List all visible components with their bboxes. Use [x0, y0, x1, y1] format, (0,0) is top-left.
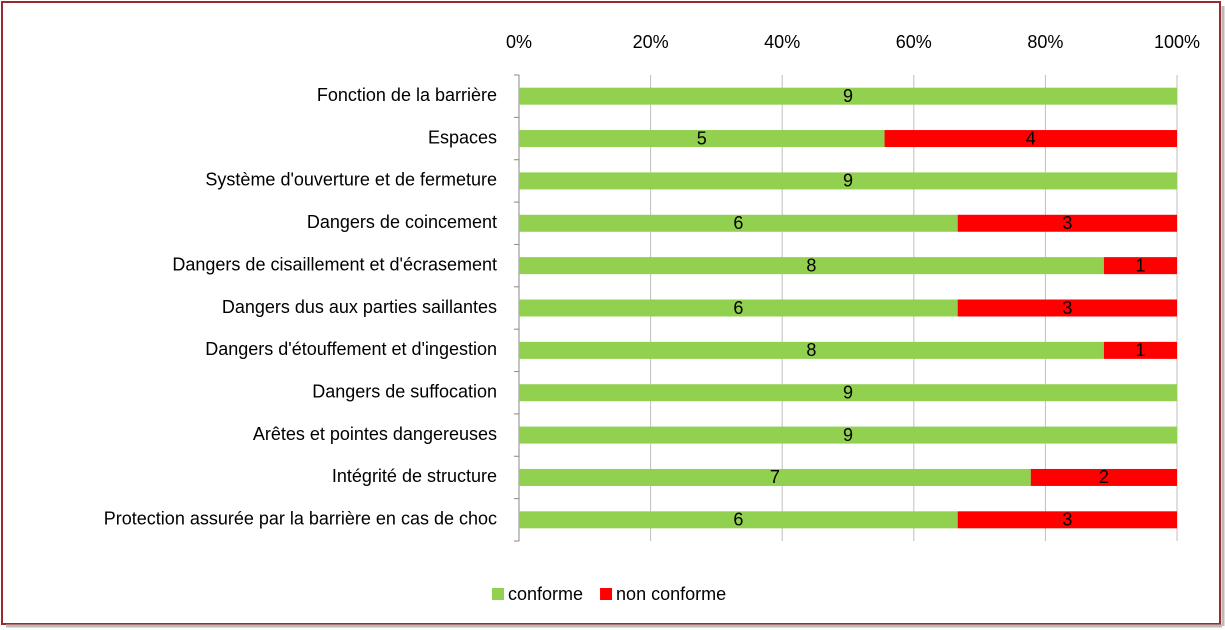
data-label: 2: [1099, 467, 1109, 487]
bar-segment: [1103, 341, 1177, 359]
bar-segment: [519, 341, 1104, 359]
data-label: 3: [1062, 298, 1072, 318]
bar-segment: [884, 130, 1177, 148]
x-tick-label: 20%: [633, 32, 669, 52]
legend-label: conforme: [508, 584, 583, 604]
bar-segment: [519, 130, 885, 148]
y-tick-label: Système d'ouverture et de fermeture: [205, 170, 497, 190]
data-label: 9: [843, 86, 853, 106]
data-label: 8: [806, 255, 816, 275]
data-label: 3: [1062, 213, 1072, 233]
bar-segment: [519, 426, 1177, 444]
y-tick-label: Dangers de suffocation: [312, 381, 497, 401]
data-label: 9: [843, 171, 853, 191]
x-tick-label: 40%: [764, 32, 800, 52]
x-tick-label: 60%: [896, 32, 932, 52]
data-label: 1: [1135, 340, 1145, 360]
bar-segment: [1103, 257, 1177, 275]
y-tick-label: Dangers d'étouffement et d'ingestion: [205, 339, 497, 359]
x-tick-label: 80%: [1027, 32, 1063, 52]
data-label: 7: [770, 467, 780, 487]
data-label: 6: [733, 298, 743, 318]
data-label: 4: [1026, 128, 1036, 148]
bar-segment: [519, 87, 1177, 105]
y-tick-label: Dangers de cisaillement et d'écrasement: [172, 254, 497, 274]
legend-label: non conforme: [616, 584, 726, 604]
bar-segment: [1030, 468, 1177, 486]
data-label: 8: [806, 340, 816, 360]
bar-segment: [957, 214, 1177, 232]
data-label: 1: [1135, 255, 1145, 275]
y-tick-label: Arêtes et pointes dangereuses: [253, 424, 497, 444]
legend-swatch: [600, 588, 613, 600]
data-label: 9: [843, 425, 853, 445]
bar-segment: [519, 511, 958, 529]
legend-swatch: [492, 588, 504, 600]
x-tick-label: 100%: [1154, 32, 1200, 52]
y-tick-label: Espaces: [428, 127, 497, 147]
y-tick-label: Fonction de la barrière: [317, 85, 497, 105]
y-tick-label: Protection assurée par la barrière en ca…: [104, 509, 497, 529]
y-tick-label: Intégrité de structure: [332, 466, 497, 486]
y-tick-label: Dangers de coincement: [307, 212, 497, 232]
bar-segment: [519, 299, 958, 317]
x-tick-label: 0%: [506, 32, 532, 52]
data-label: 3: [1062, 510, 1072, 530]
bar-segment: [957, 299, 1177, 317]
bar-segment: [519, 214, 958, 232]
y-tick-label: Dangers dus aux parties saillantes: [222, 297, 497, 317]
data-label: 5: [697, 128, 707, 148]
bar-segment: [519, 384, 1177, 402]
bar-segment: [519, 468, 1031, 486]
data-label: 9: [843, 382, 853, 402]
data-label: 6: [733, 213, 743, 233]
data-label: 6: [733, 510, 743, 530]
bar-segment: [957, 511, 1177, 529]
bar-segment: [519, 172, 1177, 190]
bar-segment: [519, 257, 1104, 275]
